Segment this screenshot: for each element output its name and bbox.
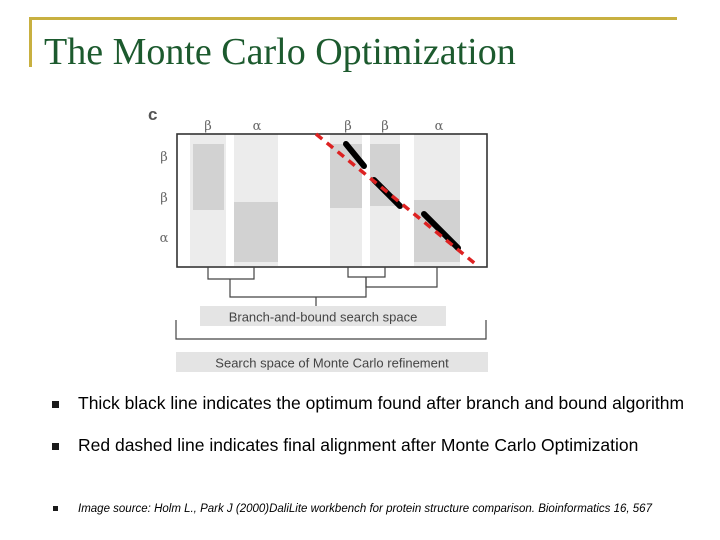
alignment-block [193, 144, 224, 210]
top-label: α [253, 119, 262, 134]
branch-label-box [200, 306, 446, 326]
title-accent-vertical [29, 17, 32, 67]
bullet-text: Thick black line indicates the optimum f… [78, 393, 685, 413]
bracket [347, 267, 386, 278]
branch-and-bound-label: Branch-and-bound search space [229, 310, 418, 325]
title-accent-horizontal [29, 17, 677, 20]
side-label: β [160, 150, 168, 165]
alignment-figure: c β α β β α β β α Branch-and-bound searc… [148, 98, 498, 380]
top-label: α [435, 119, 444, 134]
top-label: β [381, 119, 389, 134]
matrix-frame [176, 133, 488, 268]
monte-carlo-bracket [175, 320, 487, 340]
slide-title: The Monte Carlo Optimization [44, 31, 516, 73]
alignment-diagram: c β α β β α β β α Branch-and-bound searc… [148, 105, 488, 372]
optimum-line [371, 177, 403, 209]
optimum-line [343, 141, 367, 169]
top-label: β [204, 119, 212, 134]
bullet-square-icon [53, 506, 58, 511]
optimum-line [421, 211, 461, 251]
side-label: β [160, 191, 168, 206]
bullet-text: Red dashed line indicates final alignmen… [78, 435, 639, 455]
side-label: α [160, 231, 169, 246]
bullet-square-icon [52, 401, 59, 408]
monte-carlo-label: Search space of Monte Carlo refinement [215, 356, 449, 371]
bracket [365, 267, 438, 288]
image-source-text: Image source: Holm L., Park J (2000)Dali… [78, 503, 652, 515]
alignment-block [370, 144, 400, 206]
final-alignment-line [314, 132, 480, 268]
bracket [207, 267, 255, 280]
alignment-block [234, 202, 278, 262]
bullet-square-icon [52, 443, 59, 450]
bracket [229, 277, 367, 298]
top-label: β [344, 119, 352, 134]
monte-carlo-label-box [176, 352, 488, 372]
corner-label: c [148, 105, 157, 124]
